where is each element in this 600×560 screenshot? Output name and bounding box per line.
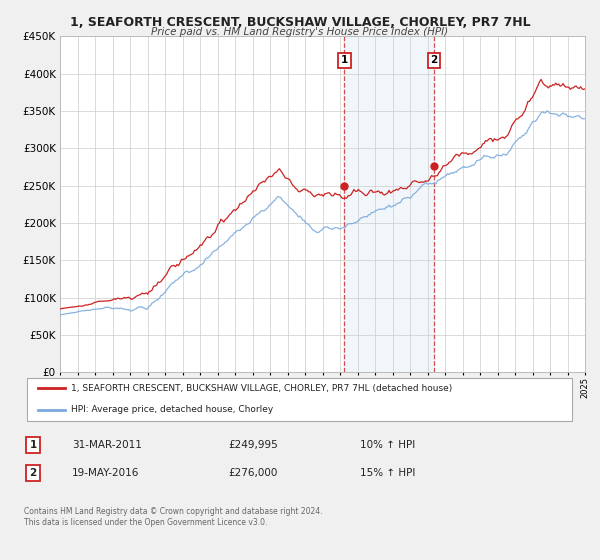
Text: This data is licensed under the Open Government Licence v3.0.: This data is licensed under the Open Gov… (24, 518, 268, 527)
Text: 1, SEAFORTH CRESCENT, BUCKSHAW VILLAGE, CHORLEY, PR7 7HL: 1, SEAFORTH CRESCENT, BUCKSHAW VILLAGE, … (70, 16, 530, 29)
Text: 1: 1 (341, 55, 348, 66)
Text: 1: 1 (29, 440, 37, 450)
Text: £249,995: £249,995 (228, 440, 278, 450)
Bar (344, 36, 434, 372)
Text: HPI: Average price, detached house, Chorley: HPI: Average price, detached house, Chor… (71, 405, 273, 414)
Text: 31-MAR-2011: 31-MAR-2011 (72, 440, 142, 450)
Text: Price paid vs. HM Land Registry's House Price Index (HPI): Price paid vs. HM Land Registry's House … (151, 27, 449, 37)
Text: £276,000: £276,000 (228, 468, 277, 478)
Text: Contains HM Land Registry data © Crown copyright and database right 2024.: Contains HM Land Registry data © Crown c… (24, 507, 323, 516)
Text: 19-MAY-2016: 19-MAY-2016 (72, 468, 139, 478)
FancyBboxPatch shape (27, 378, 572, 422)
Text: 2: 2 (29, 468, 37, 478)
Text: 15% ↑ HPI: 15% ↑ HPI (360, 468, 415, 478)
Text: 10% ↑ HPI: 10% ↑ HPI (360, 440, 415, 450)
Text: 2: 2 (431, 55, 438, 66)
Text: 1, SEAFORTH CRESCENT, BUCKSHAW VILLAGE, CHORLEY, PR7 7HL (detached house): 1, SEAFORTH CRESCENT, BUCKSHAW VILLAGE, … (71, 384, 452, 393)
